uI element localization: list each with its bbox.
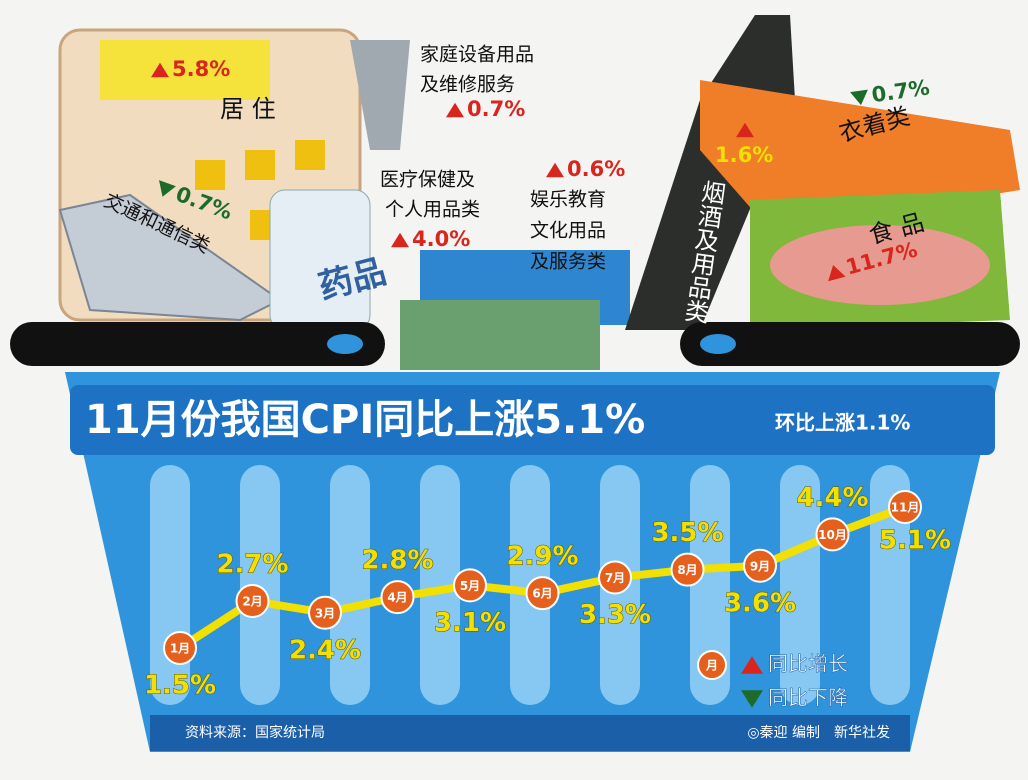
month-label: 5月 xyxy=(460,579,480,593)
value-label: 3.5% xyxy=(651,518,723,548)
point xyxy=(670,552,705,587)
window xyxy=(295,140,325,170)
credit: ◎秦迎 编制 新华社发 xyxy=(747,725,890,741)
month-label: 1月 xyxy=(170,642,190,656)
category-change: 4.0% xyxy=(391,227,470,251)
category-change-label: 4.0% xyxy=(412,227,470,251)
meat xyxy=(770,225,990,305)
value-label: 2.8% xyxy=(361,546,433,576)
up-triangle xyxy=(446,102,464,118)
handle xyxy=(680,322,1020,366)
point xyxy=(888,490,922,524)
slat xyxy=(330,465,370,705)
up-triangle xyxy=(391,232,409,248)
point xyxy=(308,595,342,630)
book xyxy=(400,300,600,370)
slat xyxy=(780,465,820,705)
slat xyxy=(420,465,460,705)
month-label: 2月 xyxy=(242,595,262,609)
window xyxy=(195,160,225,190)
category-name: 医疗保健及 xyxy=(380,169,475,191)
source: 资料来源：国家统计局 xyxy=(185,724,325,741)
value-label: 5.1% xyxy=(879,526,951,556)
category-change: 0.7% xyxy=(850,75,931,107)
house-sign xyxy=(100,40,270,100)
slat xyxy=(240,465,280,705)
point xyxy=(235,584,270,618)
category-name: 居 住 xyxy=(220,95,276,123)
window xyxy=(245,150,275,180)
illustrations xyxy=(58,15,1020,370)
category-change-label: 5.8% xyxy=(172,57,230,81)
title-band xyxy=(70,385,995,455)
category-change: 0.7% xyxy=(446,97,525,121)
value-label: 3.3% xyxy=(579,600,651,630)
category-change-label: 0.7% xyxy=(467,97,525,121)
category-name: 个人用品类 xyxy=(385,199,480,221)
legend-label: 同比增长 xyxy=(768,652,848,676)
up-triangle xyxy=(151,62,169,78)
category-name: 文化用品 xyxy=(530,220,606,242)
value-label: 2.4% xyxy=(289,635,361,665)
handle-clip xyxy=(700,334,736,354)
point xyxy=(163,631,197,665)
month-label: 7月 xyxy=(605,571,625,585)
pliers xyxy=(350,40,410,150)
up-triangle xyxy=(736,122,754,138)
up-triangle xyxy=(828,265,846,282)
category-name: 及维修服务 xyxy=(420,74,515,96)
category-name: 及服务类 xyxy=(530,251,606,273)
legend-label: 同比下降 xyxy=(768,686,848,710)
value-label: 2.9% xyxy=(506,542,578,572)
value-label: 1.5% xyxy=(144,671,216,701)
point xyxy=(815,517,850,552)
month-label: 10月 xyxy=(818,528,847,542)
down-triangle xyxy=(741,690,763,708)
slat xyxy=(690,465,730,705)
category-change-label: 1.6% xyxy=(715,143,773,167)
up-triangle xyxy=(546,162,564,178)
category-change: 5.8% xyxy=(151,57,230,81)
chart-subtitle: 环比上涨1.1% xyxy=(775,411,910,435)
category-change: 1.6% xyxy=(715,122,773,167)
slat xyxy=(870,465,910,705)
down-triangle xyxy=(159,180,176,197)
month-label: 9月 xyxy=(750,559,770,573)
point xyxy=(453,568,487,603)
value-label: 2.7% xyxy=(216,550,288,580)
point xyxy=(380,580,415,615)
category-change: 0.6% xyxy=(546,157,625,181)
month-label: 4月 xyxy=(387,591,407,605)
point xyxy=(743,548,777,583)
handle-clip xyxy=(327,334,363,354)
down-triangle xyxy=(850,89,868,106)
value-label: 3.6% xyxy=(724,588,796,618)
value-label: 3.1% xyxy=(434,608,506,638)
handle xyxy=(10,322,385,366)
point xyxy=(598,560,632,595)
legend-marker-text: 月 xyxy=(705,659,718,673)
chart-title: 11月份我国CPI同比上涨5.1% xyxy=(85,397,645,443)
value-label: 4.4% xyxy=(796,483,868,513)
legend-marker xyxy=(697,650,727,680)
footer-band xyxy=(150,715,910,751)
category-name: 家庭设备用品 xyxy=(420,44,534,66)
up-triangle xyxy=(741,656,763,674)
month-label: 6月 xyxy=(532,587,552,601)
point xyxy=(525,576,560,611)
category-change-label: 0.6% xyxy=(567,157,625,181)
month-label: 3月 xyxy=(315,606,335,620)
phone xyxy=(58,193,282,322)
month-label: 8月 xyxy=(677,563,697,577)
month-label: 11月 xyxy=(891,501,920,515)
slat xyxy=(150,465,190,705)
category-name: 娱乐教育 xyxy=(530,189,606,211)
